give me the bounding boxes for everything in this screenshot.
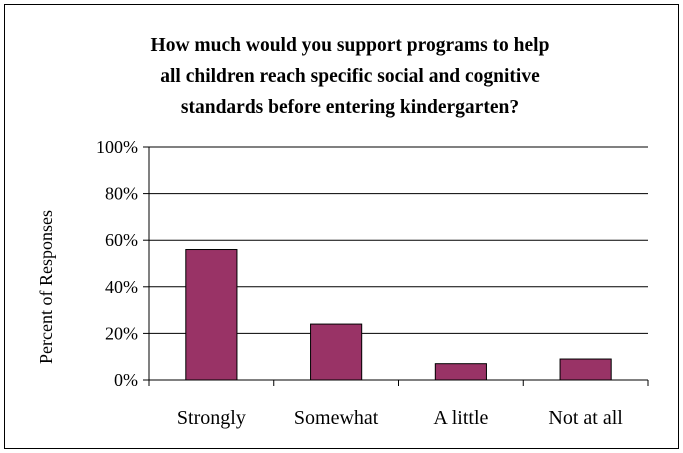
y-tick-label: 80%	[105, 184, 138, 204]
x-tick-label: A little	[433, 407, 488, 429]
chart-title: How much would you support programs to h…	[100, 30, 600, 123]
bar	[434, 363, 487, 381]
y-tick-label: 40%	[105, 277, 138, 297]
bars	[185, 249, 612, 381]
y-tick-label: 0%	[114, 370, 138, 390]
y-tick-label: 100%	[96, 137, 138, 157]
bar	[310, 323, 363, 381]
bar	[185, 249, 238, 381]
bar	[559, 358, 612, 381]
axes	[143, 146, 649, 386]
x-tick-label: Somewhat	[294, 407, 379, 429]
y-tick-label: 60%	[105, 230, 138, 250]
chart-title-line-1: How much would you support programs to h…	[150, 35, 550, 56]
y-axis-label: Percent of Responses	[36, 210, 56, 364]
chart-title-line-3: standards before entering kindergarten?	[180, 97, 520, 118]
tick-labels: 0% 20% 40% 60% 80% 100% Strongly Somewhat A litt…	[96, 137, 623, 429]
gridlines	[149, 146, 648, 334]
x-tick-label: Not at all	[548, 407, 623, 429]
y-tick-label: 20%	[105, 323, 138, 343]
chart-title-line-2: all children reach specific social and c…	[160, 66, 540, 87]
x-tick-label: Strongly	[177, 407, 246, 429]
